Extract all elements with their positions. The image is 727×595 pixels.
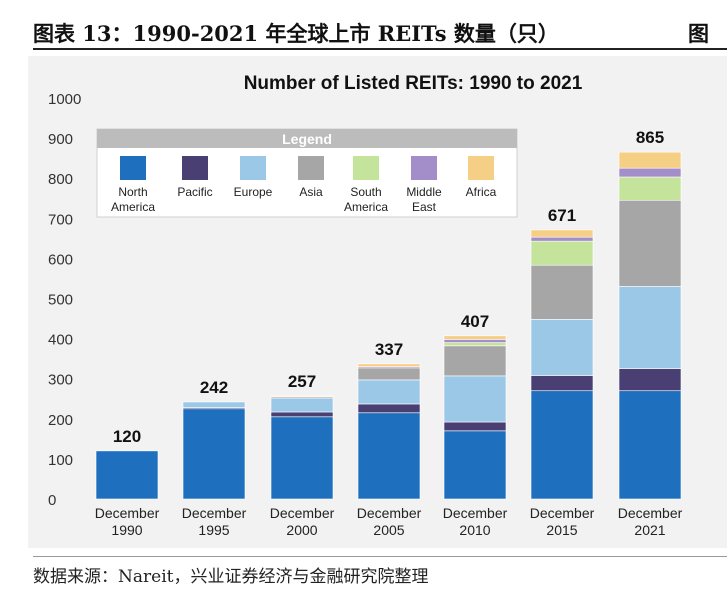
title-divider [33,48,727,50]
bar-segment-6-5 [618,167,682,178]
source-note: 数据来源：Nareit，兴业证券经济与金融研究院整理 [33,567,429,587]
bar-segment-4-6 [443,335,507,340]
bar-total-label-1: 242 [200,378,228,397]
y-tick-label-700: 700 [48,211,73,228]
legend-label-6-line1: Africa [466,185,497,199]
y-tick-label-300: 300 [48,372,73,389]
x-tick-label-0-line1: December [95,505,160,521]
figure-title-text: 图表 13：1990-2021 年全球上市 REITs 数量（只） [33,21,559,46]
legend-swatch-3 [298,156,324,180]
x-tick-label-0-line2: 1990 [111,522,142,538]
legend-label-0-line2: America [111,200,155,214]
bar-segment-3-0 [357,412,421,500]
x-tick-label-4-line2: 2010 [459,522,490,538]
legend-label-5-line2: East [412,200,437,214]
source-divider [33,556,727,557]
x-tick-label-6-line2: 2021 [634,522,665,538]
bar-segment-6-4 [618,176,682,201]
bar-segment-2-1 [270,411,334,418]
x-tick-label-2-line1: December [270,505,335,521]
x-tick-label-5-line1: December [530,505,595,521]
bar-segment-2-2 [270,397,334,413]
bar-segment-5-1 [530,375,594,392]
y-tick-label-500: 500 [48,292,73,309]
legend-label-0-line1: North [118,185,147,199]
y-tick-label-200: 200 [48,412,73,429]
x-tick-label-1-line1: December [182,505,247,521]
legend-header [97,129,517,148]
legend-swatch-0 [120,156,146,180]
y-tick-label-800: 800 [48,171,73,188]
legend-swatch-5 [411,156,437,180]
bar-segment-4-4 [443,342,507,347]
legend-label-5-line1: Middle [406,185,442,199]
legend-swatch-4 [353,156,379,180]
bar-total-label-3: 337 [375,340,403,359]
legend-swatch-2 [240,156,266,180]
bar-segment-6-1 [618,368,682,392]
x-tick-label-6-line1: December [618,505,683,521]
legend-swatch-6 [468,156,494,180]
y-tick-label-0: 0 [48,492,56,509]
legend-label-1-line1: Pacific [177,185,212,199]
bar-segment-2-6 [270,395,334,398]
x-tick-label-3-line2: 2005 [373,522,404,538]
legend-title: Legend [282,131,332,147]
bar-segment-6-0 [618,390,682,500]
bar-segment-2-0 [270,416,334,500]
bar-segment-4-2 [443,375,507,423]
x-tick-label-5-line2: 2015 [546,522,577,538]
bar-segment-5-6 [530,229,594,238]
legend-label-4-line1: South [350,185,381,199]
x-tick-label-1-line2: 1995 [198,522,229,538]
bar-segment-5-4 [530,240,594,266]
bar-total-label-2: 257 [288,372,316,391]
bar-total-label-0: 120 [113,427,141,446]
bar-segment-3-1 [357,403,421,414]
figure-title: 图表 13：1990-2021 年全球上市 REITs 数量（只） 图 [33,18,723,48]
x-tick-label-4-line1: December [443,505,508,521]
legend-label-3-line1: Asia [299,185,323,199]
bar-segment-0-0 [95,450,159,500]
bar-segment-3-3 [357,367,421,381]
chart-title: Number of Listed REITs: 1990 to 2021 [244,73,583,94]
bar-segment-1-2 [182,401,246,408]
bar-segment-5-2 [530,319,594,376]
reits-stacked-bar-chart: Number of Listed REITs: 1990 to 2021 0 100… [48,73,683,538]
bar-segment-4-3 [443,345,507,377]
y-tick-label-1000: 1000 [48,91,81,108]
bar-segment-4-0 [443,430,507,500]
bar-segment-4-5 [443,339,507,343]
bar-segment-5-3 [530,264,594,320]
x-tick-label-2-line2: 2000 [286,522,317,538]
y-tick-label-400: 400 [48,332,73,349]
bar-segment-6-2 [618,286,682,369]
bar-total-label-6: 865 [636,128,664,147]
legend-label-2-line1: Europe [234,185,273,199]
y-tick-label-100: 100 [48,452,73,469]
bar-segment-5-5 [530,236,594,242]
bar-segment-6-3 [618,199,682,287]
bar-segment-3-6 [357,363,421,367]
legend-swatch-1 [182,156,208,180]
bar-segment-6-6 [618,151,682,169]
y-tick-label-600: 600 [48,251,73,268]
bar-total-label-4: 407 [461,312,489,331]
bar-segment-3-2 [357,379,421,405]
legend-label-4-line2: America [344,200,388,214]
x-tick-label-3-line1: December [357,505,422,521]
bar-segment-4-1 [443,421,507,432]
y-tick-label-900: 900 [48,131,73,148]
bar-total-label-5: 671 [548,206,576,225]
bar-segment-5-0 [530,390,594,500]
bar-segment-1-0 [182,408,246,500]
figure-title-continued: 图 [688,21,709,46]
